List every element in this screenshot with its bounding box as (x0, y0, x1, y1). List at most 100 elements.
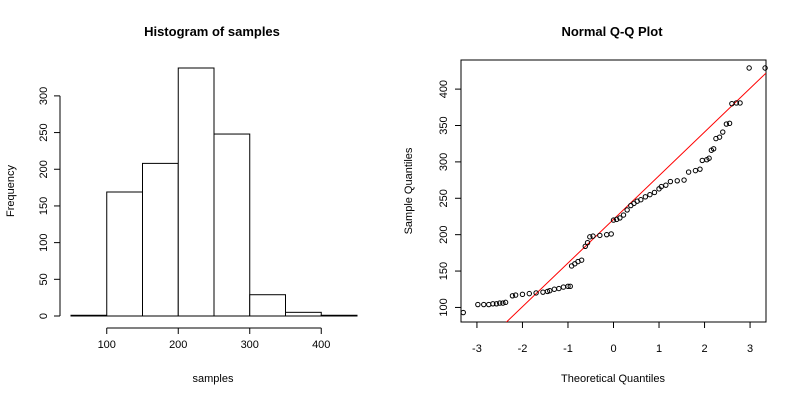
qq-point (733, 100, 740, 106)
qq-point (699, 157, 705, 164)
qq-point (519, 291, 526, 298)
qq-point (617, 215, 623, 221)
qq-point (651, 189, 658, 196)
qq-y-tick-label: 100 (438, 298, 450, 316)
qq-point (475, 301, 481, 308)
qq-point (674, 178, 680, 184)
qq-point (460, 309, 466, 316)
qq-point (560, 284, 567, 290)
qq-point (502, 299, 509, 306)
histogram-title: Histogram of samples (144, 24, 280, 39)
qq-y-label: Sample Quantiles (403, 147, 415, 234)
qq-x-tick-label: 2 (701, 343, 707, 355)
qq-point (556, 285, 562, 292)
qq-x-tick-label: -3 (472, 343, 482, 355)
qq-point (496, 300, 503, 306)
histogram-panel: Histogram of samples 100 200 300 400 0 50 100… (5, 24, 358, 385)
qq-point (746, 65, 752, 71)
qq-point (590, 233, 596, 239)
qq-y-tick-label: 150 (438, 262, 450, 280)
qq-point (603, 231, 610, 238)
histogram-bar (106, 191, 143, 317)
qq-point (613, 216, 620, 223)
qq-point (624, 207, 630, 213)
histogram-y-tick-label: 50 (38, 273, 50, 285)
histogram-y-tick-label: 300 (38, 87, 50, 105)
qq-point (587, 234, 593, 240)
qq-point (565, 283, 571, 290)
qq-plot-title: Normal Q-Q Plot (561, 24, 663, 39)
qq-point (584, 239, 591, 246)
qq-y-tick-label: 350 (438, 116, 450, 134)
qq-x-tick-label: 0 (610, 343, 616, 355)
qq-x-tick-label: 3 (747, 343, 753, 355)
histogram-bars (70, 67, 358, 317)
qq-point (706, 155, 712, 161)
qq-point (490, 301, 496, 307)
qq-point (658, 183, 664, 190)
histogram-x-tick-label: 200 (169, 339, 187, 351)
qq-point (526, 290, 532, 297)
qq-point (737, 100, 743, 106)
qq-y-tick-label: 300 (438, 153, 450, 171)
qq-point (697, 166, 703, 172)
qq-point (667, 178, 674, 185)
qq-y-axis: 100 150 200 250 300 350 400 (438, 80, 461, 317)
qq-plot-frame (460, 59, 767, 323)
histogram-x-tick-label: 100 (98, 339, 116, 351)
qq-point (567, 283, 573, 290)
histogram-bar (213, 133, 251, 317)
qq-plot-panel: Normal Q-Q Plot -3 -2 -1 0 1 2 3 100 150 200 250 3… (403, 24, 768, 385)
histogram-bar (70, 314, 108, 317)
histogram-y-tick-label: 0 (38, 313, 50, 319)
qq-point (663, 182, 669, 188)
qq-point (509, 293, 516, 299)
histogram-bar (177, 67, 215, 317)
qq-point (647, 191, 653, 198)
qq-x-tick-label: -2 (518, 343, 528, 355)
histogram-y-tick-label: 150 (38, 197, 50, 215)
qq-point (638, 197, 644, 203)
histogram-bar (142, 162, 179, 317)
qq-point (681, 177, 687, 183)
qq-point (544, 288, 551, 295)
qq-point (500, 300, 506, 306)
qq-point (620, 212, 627, 218)
qq-point (493, 301, 500, 307)
qq-x-tick-label: 1 (656, 343, 662, 355)
qq-point (723, 121, 730, 127)
histogram-x-tick-label: 400 (312, 339, 330, 351)
histogram-y-tick-label: 200 (38, 160, 50, 178)
qq-point (762, 65, 768, 71)
histogram-bar (285, 311, 322, 317)
qq-point (692, 167, 699, 174)
qq-point (720, 129, 726, 135)
qq-point (578, 257, 585, 263)
qq-y-tick-label: 250 (438, 189, 450, 207)
qq-point (716, 134, 723, 140)
qq-points (460, 65, 768, 322)
qq-point (597, 232, 603, 239)
qq-point (540, 289, 546, 295)
qq-point (685, 169, 692, 175)
histogram-bar (249, 294, 286, 317)
histogram-bar (320, 314, 358, 317)
histogram-y-axis: 0 50 100 150 200 250 300 (38, 87, 61, 319)
qq-point (642, 194, 649, 200)
qq-point (608, 231, 614, 237)
qq-y-tick-label: 400 (438, 80, 450, 98)
qq-point (551, 286, 558, 292)
qq-point (710, 146, 717, 152)
qq-x-axis: -3 -2 -1 0 1 2 3 (472, 322, 753, 355)
histogram-x-axis: 100 200 300 400 (98, 327, 330, 351)
qq-point (512, 292, 519, 298)
qq-x-label: Theoretical Quantiles (561, 373, 665, 385)
qq-point (481, 301, 487, 308)
qq-point (610, 217, 617, 223)
histogram-y-tick-label: 250 (38, 123, 50, 141)
histogram-y-tick-label: 100 (38, 233, 50, 251)
histogram-y-label: Frequency (5, 165, 17, 217)
qq-point (726, 120, 733, 127)
qq-point (533, 290, 539, 296)
